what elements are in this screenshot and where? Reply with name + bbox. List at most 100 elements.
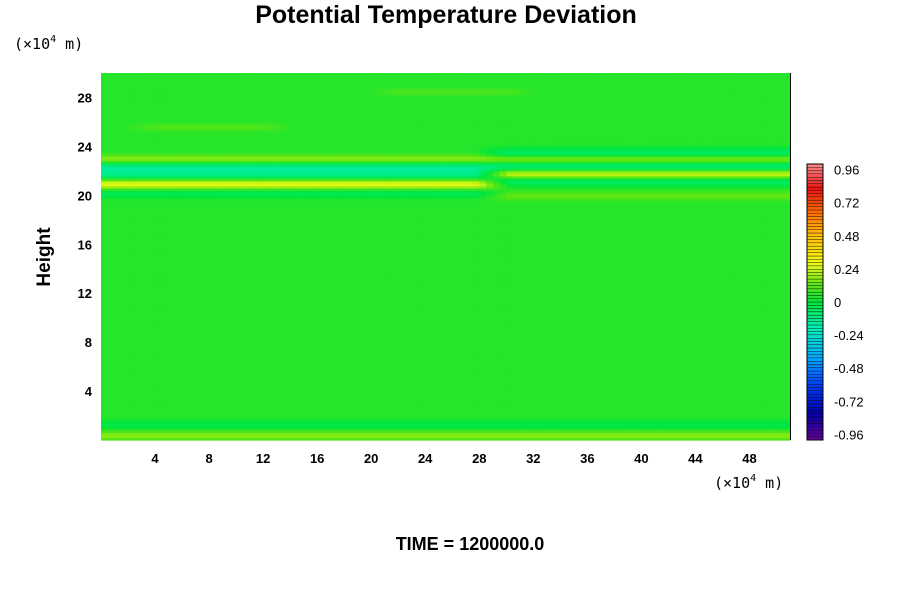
heatmap-cell [310,437,318,441]
heatmap-cell [202,371,210,375]
heatmap-cell [263,398,271,402]
heatmap-cell [175,393,183,397]
heatmap-cell [330,366,339,370]
heatmap-cell [459,435,467,439]
heatmap-cell [445,403,453,407]
heatmap-cell [762,369,771,373]
heatmap-cell [459,430,467,434]
heatmap-cell [688,383,697,387]
heatmap-cell [411,427,420,431]
heatmap-cell [310,386,318,390]
heatmap-cell [634,437,642,441]
heatmap-cell [472,393,480,397]
heatmap-cell [654,381,663,385]
heatmap-cell [600,381,609,385]
heatmap-cell [519,388,528,392]
heatmap-cell [459,391,467,395]
heatmap-cell [634,381,642,385]
heatmap-cell [526,437,534,441]
heatmap-cell [587,383,595,387]
heatmap-cell [465,369,474,373]
heatmap-cell [762,376,771,380]
heatmap-cell [195,391,203,395]
heatmap-cell [546,417,555,422]
heatmap-cell [506,383,514,387]
heatmap-cell [161,373,170,377]
heatmap-cell [492,422,501,426]
heatmap-cell [418,398,426,402]
heatmap-cell [641,413,649,417]
heatmap-cell [114,430,122,434]
heatmap-cell [540,413,548,417]
heatmap-cell [742,369,751,373]
heatmap-cell [445,398,453,402]
heatmap-cell [681,403,690,407]
heatmap-cell [762,417,771,422]
heatmap-cell [242,408,251,412]
heatmap-cell [425,432,433,436]
heatmap-cell [411,405,420,409]
heatmap-cell [330,413,339,417]
heatmap-cell [715,400,724,404]
heatmap-cell [742,410,751,414]
heatmap-cell [431,417,440,422]
heatmap-cell [580,410,588,414]
heatmap-cell [688,417,697,422]
heatmap-cell [249,373,257,377]
heatmap-cell [681,432,690,436]
heatmap-cell [634,395,642,400]
heatmap-cell [675,364,683,368]
heatmap-cell [256,369,264,373]
heatmap-cell [276,432,284,436]
heatmap-cell [350,395,359,400]
heatmap-cell [641,373,649,377]
heatmap-cell [195,425,203,429]
heatmap-cell [607,395,615,400]
heatmap-cell [303,391,311,395]
heatmap-cell [371,420,379,424]
heatmap-cell [580,381,588,385]
heatmap-cell [708,381,717,385]
heatmap-cell [269,386,278,390]
heatmap-cell [431,432,440,436]
heatmap-field [101,73,791,441]
heatmap-cell [175,376,183,380]
heatmap-cell [681,391,690,395]
heatmap-cell [661,408,670,412]
heatmap-cell [621,420,629,424]
heatmap-cell [128,371,136,375]
heatmap-cell [256,425,264,429]
heatmap-cell [337,408,345,412]
heatmap-cell [114,391,122,395]
heatmap-cell [526,410,534,414]
heatmap-cell [742,383,751,387]
heatmap-cell [513,371,521,375]
heatmap-cell [431,369,440,373]
heatmap-cell [134,359,143,363]
heatmap-cell [661,400,670,404]
heatmap-cell [600,391,609,395]
heatmap-cell [269,369,278,373]
heatmap-cell [573,432,582,436]
heatmap-cell [398,391,406,395]
heatmap-cell [317,398,325,402]
heatmap-cell [479,435,487,439]
heatmap-cell [762,405,771,409]
heatmap-cell [391,437,399,441]
heatmap-cell [209,422,217,426]
heatmap-cell [391,371,399,375]
heatmap-cell [452,420,460,424]
heatmap-cell [168,386,176,390]
heatmap-cell [634,403,642,407]
heatmap-cell [121,403,129,407]
heatmap-cell [641,403,649,407]
heatmap-cell [188,383,197,387]
heatmap-cell [215,405,224,409]
heatmap-cell [344,391,352,395]
heatmap-cell [317,415,325,419]
heatmap-cell [182,398,190,402]
heatmap-cell [459,369,467,373]
heatmap-cell [182,373,190,377]
heatmap-cell [161,371,170,375]
heatmap-cell [756,408,764,412]
